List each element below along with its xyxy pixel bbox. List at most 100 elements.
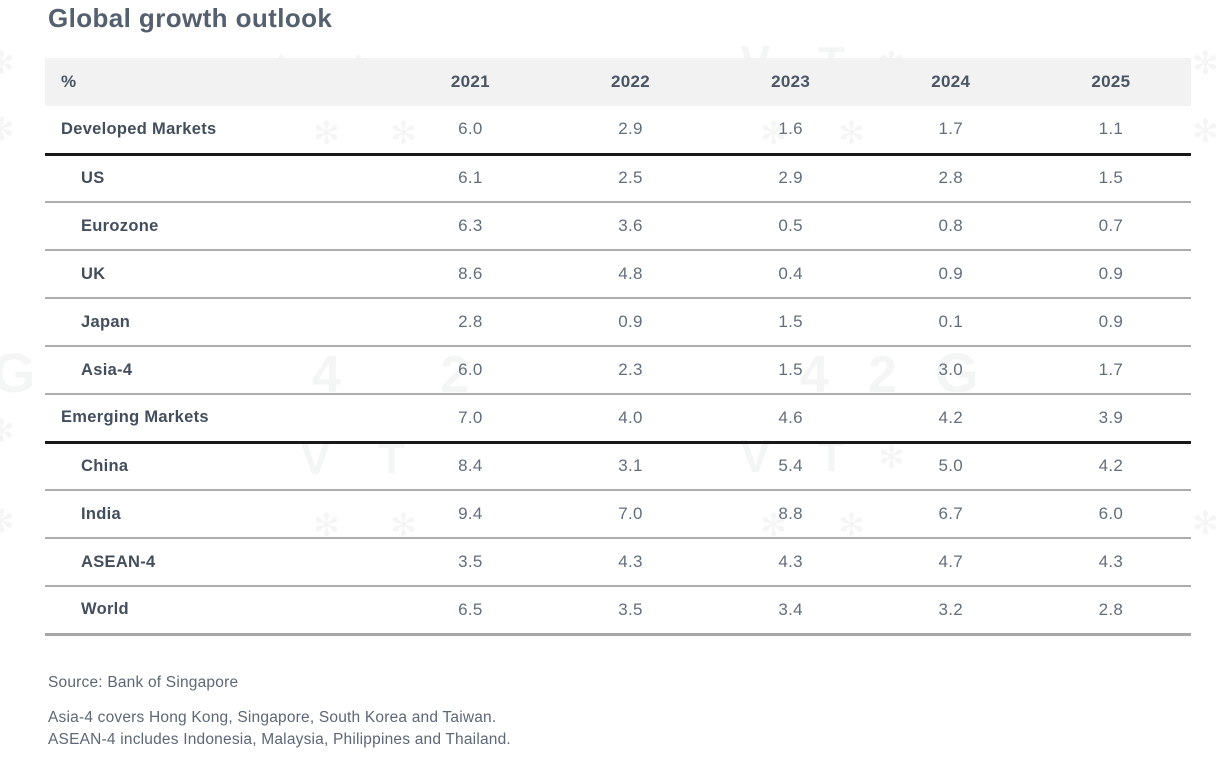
cell-value: 5.0: [870, 442, 1031, 491]
row-label: US: [45, 154, 391, 203]
cell-value: 0.8: [870, 202, 1031, 251]
cell-value: 7.0: [550, 490, 711, 539]
cell-value: 1.7: [870, 106, 1031, 156]
cell-value: 2.9: [550, 106, 711, 156]
watermark-glyph: G: [0, 341, 36, 404]
cell-value: 3.4: [710, 586, 871, 636]
definitions-note: Asia-4 covers Hong Kong, Singapore, Sout…: [48, 707, 1216, 751]
watermark-glyph: ✻: [1192, 45, 1216, 81]
table-row: Eurozone 6.3 3.6 0.5 0.8 0.7: [45, 202, 1191, 251]
cell-value: 2.5: [550, 154, 711, 203]
cell-value: 3.1: [550, 442, 711, 491]
cell-value: 3.5: [550, 586, 711, 636]
table-row: US 6.1 2.5 2.9 2.8 1.5: [45, 154, 1191, 203]
cell-value: 1.5: [710, 346, 871, 395]
column-header-year: 2021: [390, 58, 551, 106]
table-row: ASEAN-4 3.5 4.3 4.3 4.7 4.3: [45, 538, 1191, 587]
table-row: Japan 2.8 0.9 1.5 0.1 0.9: [45, 298, 1191, 347]
row-label: India: [45, 490, 391, 539]
watermark-glyph: ✻: [0, 413, 15, 449]
row-label: Eurozone: [45, 202, 391, 251]
cell-value: 1.6: [710, 106, 871, 156]
cell-value: 8.8: [710, 490, 871, 539]
cell-value: 6.3: [390, 202, 551, 251]
page-title: Global growth outlook: [48, 3, 333, 33]
cell-value: 6.1: [390, 154, 551, 203]
cell-value: 6.5: [390, 586, 551, 636]
row-label: Japan: [45, 298, 391, 347]
cell-value: 0.9: [870, 250, 1031, 299]
watermark-glyph: ✻: [0, 45, 15, 81]
row-label: Emerging Markets: [45, 394, 391, 444]
cell-value: 0.7: [1030, 202, 1191, 251]
cell-value: 8.6: [390, 250, 551, 299]
table-header: % 2021 2022 2023 2024 2025: [45, 58, 1191, 106]
cell-value: 4.2: [1030, 442, 1191, 491]
table-row: UK 8.6 4.8 0.4 0.9 0.9: [45, 250, 1191, 299]
cell-value: 4.3: [710, 538, 871, 587]
cell-value: 3.5: [390, 538, 551, 587]
row-label: World: [45, 586, 391, 636]
cell-value: 2.3: [550, 346, 711, 395]
watermark-glyph: ✻: [0, 111, 15, 147]
cell-value: 0.4: [710, 250, 871, 299]
cell-value: 3.9: [1030, 394, 1191, 444]
watermark-glyph: ✻: [1192, 505, 1216, 541]
cell-value: 1.1: [1030, 106, 1191, 156]
cell-value: 2.8: [870, 154, 1031, 203]
cell-value: 4.2: [870, 394, 1031, 444]
asean4-note: ASEAN-4 includes Indonesia, Malaysia, Ph…: [48, 730, 511, 748]
growth-outlook-table: % 2021 2022 2023 2024 2025 Developed Markets 6…: [45, 58, 1191, 636]
cell-value: 0.9: [1030, 298, 1191, 347]
cell-value: 2.8: [1030, 586, 1191, 636]
cell-value: 6.0: [390, 346, 551, 395]
footer: Source: Bank of Singapore Asia-4 covers …: [48, 674, 1216, 751]
table-row: Asia-4 6.0 2.3 1.5 3.0 1.7: [45, 346, 1191, 395]
row-label: China: [45, 442, 391, 491]
column-header-year: 2023: [710, 58, 871, 106]
table-row: Developed Markets 6.0 2.9 1.6 1.7 1.1: [45, 106, 1191, 156]
column-header-year: 2024: [870, 58, 1031, 106]
cell-value: 2.9: [710, 154, 871, 203]
source-note: Source: Bank of Singapore: [48, 673, 239, 691]
cell-value: 0.9: [550, 298, 711, 347]
cell-value: 4.3: [1030, 538, 1191, 587]
column-header-year: 2025: [1030, 58, 1191, 106]
table-row: Emerging Markets 7.0 4.0 4.6 4.2 3.9: [45, 394, 1191, 444]
table-row: China 8.4 3.1 5.4 5.0 4.2: [45, 442, 1191, 491]
cell-value: 4.0: [550, 394, 711, 444]
table-row: India 9.4 7.0 8.8 6.7 6.0: [45, 490, 1191, 539]
cell-value: 4.8: [550, 250, 711, 299]
cell-value: 6.0: [1030, 490, 1191, 539]
cell-value: 9.4: [390, 490, 551, 539]
cell-value: 4.7: [870, 538, 1031, 587]
row-label: Asia-4: [45, 346, 391, 395]
cell-value: 0.1: [870, 298, 1031, 347]
cell-value: 8.4: [390, 442, 551, 491]
cell-value: 7.0: [390, 394, 551, 444]
cell-value: 6.7: [870, 490, 1031, 539]
cell-value: 4.3: [550, 538, 711, 587]
cell-value: 0.5: [710, 202, 871, 251]
watermark-glyph: ✻: [0, 503, 15, 539]
cell-value: 1.5: [710, 298, 871, 347]
column-header-year: 2022: [550, 58, 711, 106]
cell-value: 1.7: [1030, 346, 1191, 395]
cell-value: 5.4: [710, 442, 871, 491]
column-header-unit: %: [45, 58, 391, 106]
cell-value: 3.0: [870, 346, 1031, 395]
cell-value: 6.0: [390, 106, 551, 156]
row-label: Developed Markets: [45, 106, 391, 156]
table-header-row: % 2021 2022 2023 2024 2025: [45, 58, 1191, 106]
cell-value: 1.5: [1030, 154, 1191, 203]
asia4-note: Asia-4 covers Hong Kong, Singapore, Sout…: [48, 708, 497, 726]
cell-value: 2.8: [390, 298, 551, 347]
table-body: Developed Markets 6.0 2.9 1.6 1.7 1.1 US 6.1 2.5…: [45, 106, 1191, 636]
table-row: World 6.5 3.5 3.4 3.2 2.8: [45, 586, 1191, 636]
cell-value: 3.6: [550, 202, 711, 251]
row-label: UK: [45, 250, 391, 299]
cell-value: 4.6: [710, 394, 871, 444]
cell-value: 0.9: [1030, 250, 1191, 299]
watermark-glyph: ✻: [1192, 113, 1216, 149]
